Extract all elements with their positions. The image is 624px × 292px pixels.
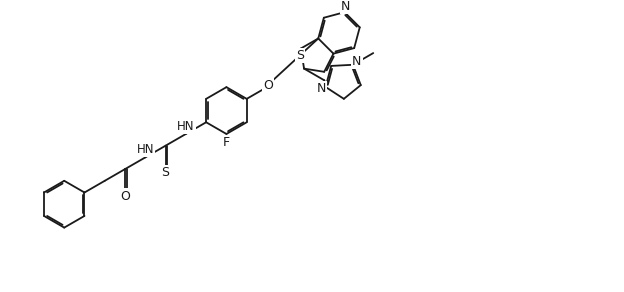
Text: S: S [162,166,170,179]
Text: HN: HN [177,120,195,133]
Text: S: S [296,49,304,62]
Text: N: N [317,82,326,95]
Text: HN: HN [137,143,154,156]
Text: O: O [120,190,130,203]
Text: N: N [341,0,350,13]
Text: F: F [223,136,230,149]
Text: N: N [352,55,361,68]
Text: O: O [263,79,273,92]
